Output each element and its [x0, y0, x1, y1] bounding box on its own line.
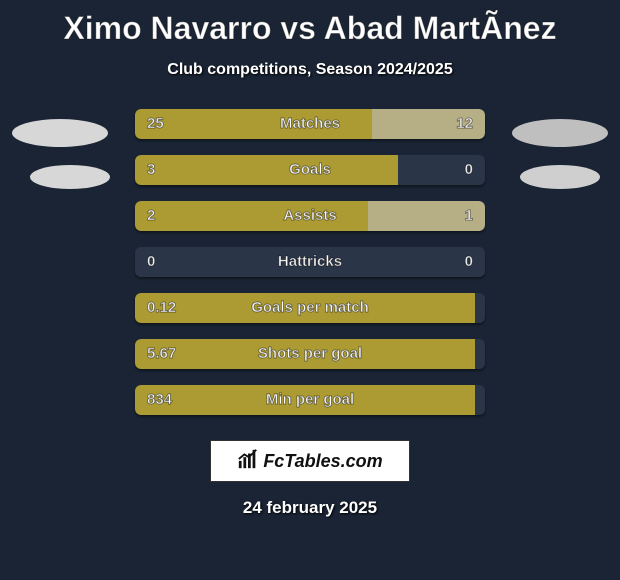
stat-row: 00Hattricks [135, 247, 485, 277]
player-left-photo-placeholder-1 [12, 119, 108, 147]
stat-row: 5.67Shots per goal [135, 339, 485, 369]
stat-label: Assists [135, 201, 485, 231]
stat-label: Matches [135, 109, 485, 139]
brand-text: FcTables.com [263, 451, 382, 472]
stat-row: 834Min per goal [135, 385, 485, 415]
stat-row: 30Goals [135, 155, 485, 185]
stat-label: Hattricks [135, 247, 485, 277]
stat-label: Shots per goal [135, 339, 485, 369]
stat-row: 0.12Goals per match [135, 293, 485, 323]
player-right-photo-placeholder-1 [512, 119, 608, 147]
stat-label: Min per goal [135, 385, 485, 415]
stat-label: Goals per match [135, 293, 485, 323]
page-title: Ximo Navarro vs Abad MartÃ­nez [0, 0, 620, 47]
player-left-photo-placeholder-2 [30, 165, 110, 189]
player-right-photo-placeholder-2 [520, 165, 600, 189]
brand-badge: FcTables.com [210, 440, 410, 482]
stat-row: 21Assists [135, 201, 485, 231]
chart-icon [237, 448, 259, 475]
page-subtitle: Club competitions, Season 2024/2025 [0, 61, 620, 79]
comparison-rows: 2512Matches 30Goals 21Assists 00Hattricks 0.… [135, 109, 485, 431]
stat-label: Goals [135, 155, 485, 185]
stat-row: 2512Matches [135, 109, 485, 139]
comparison-chart: 2512Matches 30Goals 21Assists 00Hattricks 0.… [0, 109, 620, 419]
date-label: 24 february 2025 [0, 498, 620, 518]
